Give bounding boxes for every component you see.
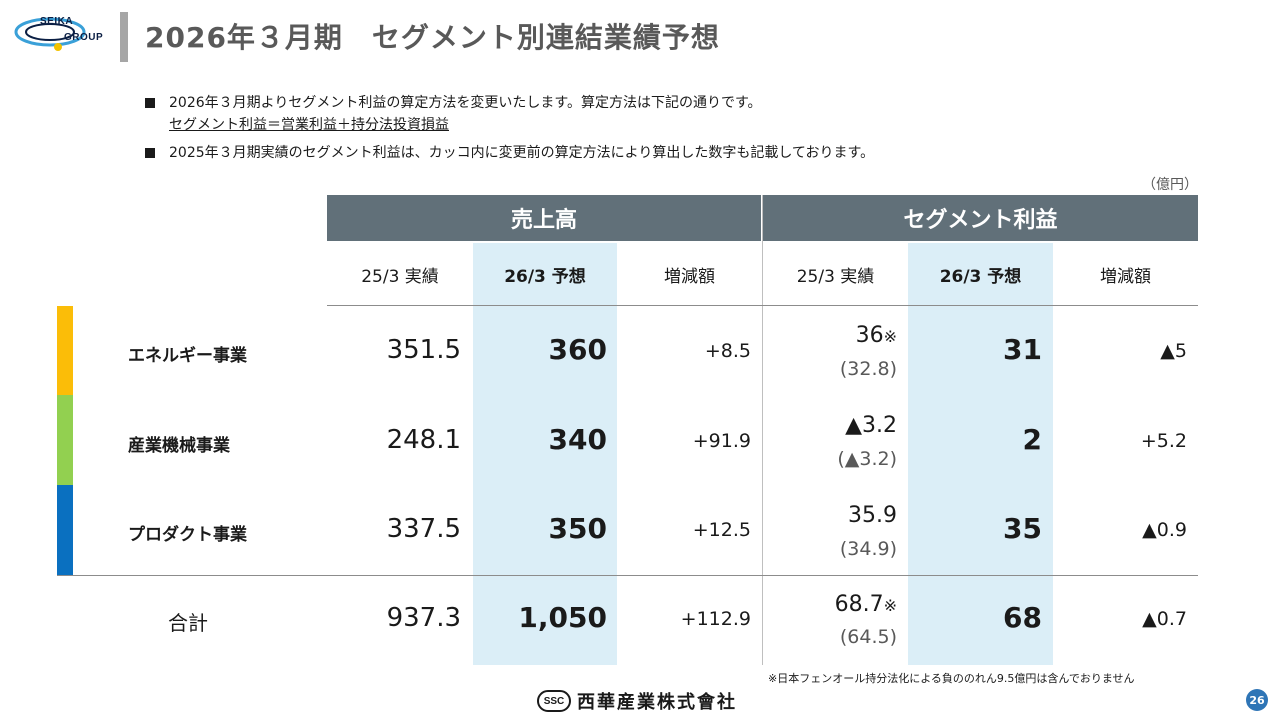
- note-text: 2025年３月期実績のセグメント利益は、カッコ内に変更前の算定方法により算出した…: [169, 145, 875, 161]
- seg-change-cell: ▲0.9: [1142, 519, 1187, 541]
- col-header-sales-forecast: 26/3 予想: [504, 266, 586, 287]
- company-badge-icon: SSC: [537, 690, 571, 712]
- note-text: 2026年３月期よりセグメント利益の算定方法を変更いたします。算定方法は下記の通…: [169, 95, 762, 111]
- total-seg-forecast-cell: 68: [1003, 601, 1042, 634]
- industrial-color-bar: [57, 395, 73, 485]
- seg-actual-cell: 36※: [856, 322, 897, 351]
- row-label-industrial: 産業機械事業: [128, 436, 230, 456]
- total-seg-actual-old-cell: (64.5): [839, 626, 897, 648]
- energy-color-bar: [57, 306, 73, 395]
- seg-forecast-cell: 2: [1022, 423, 1042, 456]
- page-number: 26: [1246, 689, 1268, 711]
- bullet-square-icon: [145, 148, 155, 158]
- seg-actual-old-cell: (▲3.2): [837, 448, 897, 470]
- page-title: 2026年３月期 セグメント別連結業績予想: [145, 21, 720, 54]
- sales-forecast-cell: 350: [548, 512, 607, 545]
- col-header-seg-forecast: 26/3 予想: [939, 266, 1022, 287]
- total-sales-actual-cell: 937.3: [386, 603, 461, 633]
- seg-actual-note-mark: ※: [883, 327, 897, 346]
- sales-change-cell: +12.5: [692, 519, 751, 541]
- seg-actual-cell: ▲3.2: [845, 412, 897, 441]
- col-header-seg-actual: 25/3 実績: [796, 266, 875, 287]
- seg-actual-cell: 35.9: [848, 502, 897, 531]
- row-label-product: プロダクト事業: [128, 525, 247, 545]
- seg-actual-old-cell: (32.8): [839, 358, 897, 380]
- logo-text-seika: SEIKA: [40, 16, 74, 27]
- unit-label: （億円）: [1142, 177, 1198, 193]
- total-sales-forecast-cell: 1,050: [518, 601, 607, 634]
- col-header-sales-actual: 25/3 実績: [361, 266, 439, 287]
- seg-actual-value: 68.7: [834, 592, 884, 617]
- col-header-sales-change: 増減額: [664, 266, 715, 287]
- row-label-total: 合計: [168, 611, 208, 635]
- column-divider: [762, 195, 763, 665]
- notes: 2026年３月期よりセグメント利益の算定方法を変更いたします。算定方法は下記の通…: [145, 92, 874, 164]
- title-accent-bar: [120, 12, 128, 62]
- logo-text-group: GROUP: [64, 32, 104, 43]
- header-sales: 売上高: [327, 195, 761, 241]
- sales-forecast-cell: 340: [548, 423, 607, 456]
- header-segment-profit: セグメント利益: [763, 195, 1198, 241]
- footnote: ※日本フェンオール持分法化による負ののれん9.5億円は含んでおりません: [768, 672, 1135, 685]
- forecast-highlight-segment: [908, 243, 1053, 665]
- company-mark: SSC 西華産業株式會社: [537, 688, 737, 714]
- note-formula: セグメント利益＝営業利益＋持分法投資損益: [169, 117, 449, 133]
- note-item: 2026年３月期よりセグメント利益の算定方法を変更いたします。算定方法は下記の通…: [145, 92, 874, 114]
- forecast-highlight-sales: [473, 243, 617, 665]
- seg-actual-old-cell: (34.9): [839, 538, 897, 560]
- company-name: 西華産業株式會社: [577, 692, 737, 713]
- sales-change-cell: +91.9: [692, 430, 751, 452]
- sales-change-cell: +8.5: [704, 340, 751, 362]
- company-logo: SEIKA GROUP: [12, 10, 112, 54]
- logo-swoosh-icon: [14, 17, 86, 51]
- sales-actual-cell: 248.1: [386, 425, 461, 455]
- sales-actual-cell: 337.5: [386, 514, 461, 544]
- seg-forecast-cell: 35: [1003, 512, 1042, 545]
- total-divider: [57, 575, 1198, 576]
- row-label-energy: エネルギー事業: [128, 346, 247, 366]
- seg-change-cell: +5.2: [1140, 430, 1187, 452]
- seg-forecast-cell: 31: [1003, 333, 1042, 366]
- seg-actual-note-mark: ※: [883, 596, 897, 615]
- col-header-seg-change: 増減額: [1100, 266, 1151, 287]
- sales-forecast-cell: 360: [548, 333, 607, 366]
- bullet-square-icon: [145, 98, 155, 108]
- sales-actual-cell: 351.5: [386, 335, 461, 365]
- seg-actual-value: 36: [855, 323, 884, 348]
- product-color-bar: [57, 485, 73, 575]
- total-seg-change-cell: ▲0.7: [1142, 608, 1187, 630]
- seg-change-cell: ▲5: [1160, 340, 1187, 362]
- seg-actual-value: 35.9: [848, 503, 897, 528]
- note-item: 2025年３月期実績のセグメント利益は、カッコ内に変更前の算定方法により算出した…: [145, 142, 874, 164]
- total-sales-change-cell: +112.9: [680, 608, 751, 630]
- total-seg-actual-cell: 68.7※: [835, 591, 897, 620]
- seg-actual-value: ▲3.2: [845, 413, 897, 438]
- header-divider: [327, 305, 1198, 306]
